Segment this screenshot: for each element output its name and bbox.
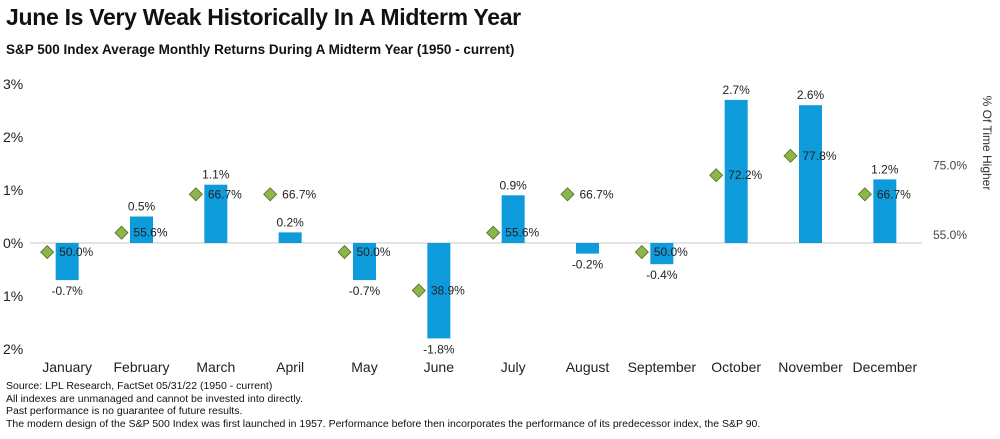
bar-value-label: 0.2%	[276, 215, 304, 229]
footnote-indexes: All indexes are unmanaged and cannot be …	[6, 392, 303, 405]
bar	[799, 105, 822, 243]
x-tick-label: August	[566, 359, 610, 375]
bar-value-label: 2.7%	[722, 83, 750, 97]
percent-higher-label: 50.0%	[654, 245, 688, 259]
bar	[204, 184, 228, 243]
x-tick-label: April	[276, 359, 304, 375]
bar-value-label: -0.2%	[572, 258, 604, 272]
x-tick-label: October	[711, 359, 761, 375]
bar-value-label: 1.2%	[871, 162, 899, 176]
bar	[130, 216, 153, 243]
bar	[873, 179, 897, 243]
bar-value-label: 1.1%	[202, 168, 230, 182]
bar-value-label: -0.4%	[646, 268, 678, 282]
chart-plot: 3% 2% 1% 0% 1% 2% -0.7% 0.5% 1.1% 0.2% -0.7% -1.8% 0…	[3, 76, 994, 375]
percent-higher-label: 66.7%	[208, 187, 242, 201]
percent-higher-label: 38.9%	[431, 284, 465, 298]
bar	[724, 99, 748, 244]
percent-higher-marker	[857, 187, 872, 202]
x-tick-label: March	[196, 359, 235, 375]
percent-higher-label: 50.0%	[357, 245, 391, 259]
x-tick-label: July	[501, 359, 526, 375]
x-tick-label: November	[778, 359, 843, 375]
x-tick-label: January	[42, 359, 92, 375]
footnote-source: Source: LPL Research, FactSet 05/31/22 (…	[6, 380, 273, 392]
percent-higher-marker	[188, 187, 203, 202]
percent-higher-marker	[337, 245, 352, 260]
percent-higher-label: 66.7%	[877, 187, 911, 201]
chart-subtitle: S&P 500 Index Average Monthly Returns Du…	[6, 42, 515, 57]
percent-higher-marker	[634, 245, 649, 260]
y-tick-label: 2%	[3, 129, 23, 145]
percent-higher-label: 66.7%	[580, 187, 614, 201]
y2-tick-label: 75.0%	[933, 159, 967, 173]
bar	[650, 243, 674, 265]
bar	[55, 243, 79, 281]
chart-title: June Is Very Weak Historically In A Midt…	[6, 4, 521, 30]
percent-higher-marker	[411, 283, 426, 298]
percent-higher-marker	[486, 225, 501, 240]
bar-value-label: 2.6%	[797, 88, 825, 102]
y-tick-label: 3%	[3, 76, 23, 92]
percent-higher-label: 55.6%	[134, 226, 168, 240]
x-tick-label: February	[113, 359, 169, 375]
bar	[501, 195, 525, 243]
x-tick-label: September	[628, 359, 697, 375]
bar-value-label: 0.9%	[499, 178, 527, 192]
percent-higher-marker	[114, 225, 129, 240]
y-tick-label: 1%	[3, 288, 23, 304]
y-tick-label: 2%	[3, 341, 23, 357]
bar	[278, 232, 302, 243]
percent-higher-marker	[783, 148, 798, 163]
percent-higher-marker	[40, 245, 55, 260]
percent-higher-label: 72.2%	[728, 168, 762, 182]
percent-higher-label: 50.0%	[59, 245, 93, 259]
y2-tick-label: 55.0%	[933, 228, 967, 242]
footnote-modern-design: The modern design of the S&P 500 Index w…	[6, 417, 761, 430]
percent-higher-marker	[709, 168, 724, 183]
footnotes: Source: LPL Research, FactSet 05/31/22 (…	[6, 380, 760, 430]
x-tick-label: May	[351, 359, 377, 375]
bar-value-label: -0.7%	[349, 284, 381, 298]
bar	[427, 243, 451, 339]
percent-higher-label: 66.7%	[282, 187, 316, 201]
y2-axis-title: % Of Time Higher	[980, 96, 994, 191]
x-tick-label: December	[853, 359, 918, 375]
percent-higher-marker	[263, 187, 278, 202]
y-tick-label: 0%	[3, 235, 23, 251]
y-tick-label: 1%	[3, 182, 23, 198]
footnote-performance: Past performance is no guarantee of futu…	[6, 405, 243, 418]
bar-value-label: -0.7%	[51, 284, 83, 298]
bar	[353, 243, 376, 281]
percent-higher-marker	[560, 187, 575, 202]
bar	[576, 243, 599, 254]
bar-value-label: 0.5%	[128, 200, 156, 214]
x-tick-label: June	[424, 359, 455, 375]
percent-higher-label: 77.8%	[803, 149, 837, 163]
bar-value-label: -1.8%	[423, 342, 455, 356]
percent-higher-label: 55.6%	[505, 226, 539, 240]
